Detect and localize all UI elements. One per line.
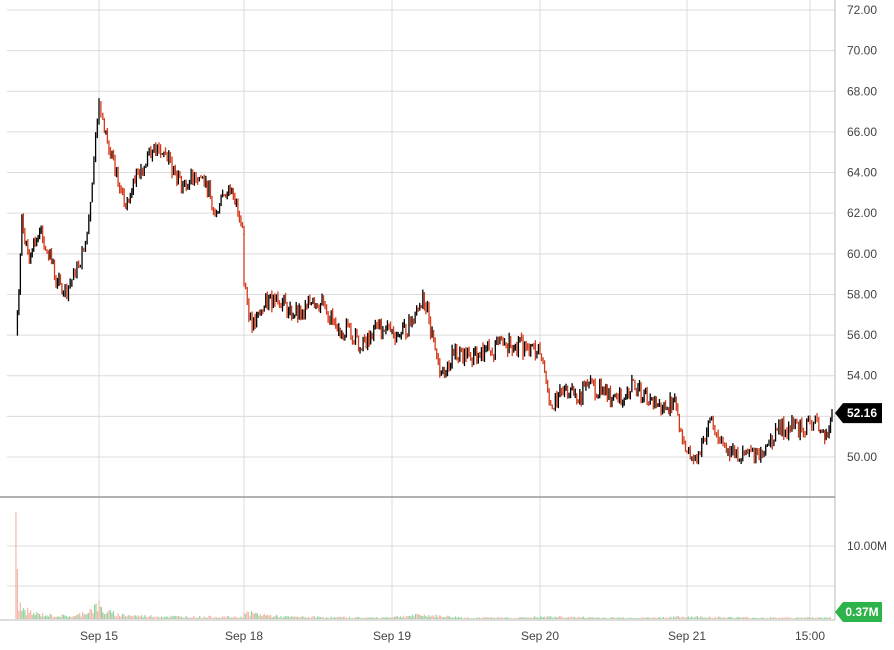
x-tick-label: Sep 19: [373, 629, 411, 643]
x-tick-label: Sep 21: [668, 629, 706, 643]
y-tick-label: 68.00: [847, 84, 877, 98]
last-price-badge: 52.16: [835, 403, 882, 424]
y-tick-label: 50.00: [847, 450, 877, 464]
volume-y-tick-label: 10.00M: [847, 539, 887, 553]
last-price-badge-shape: [835, 403, 882, 424]
last-volume-badge: 0.37M: [835, 602, 882, 622]
y-tick-label: 58.00: [847, 287, 877, 301]
x-tick-label: Sep 18: [225, 629, 263, 643]
last-volume-label: 0.37M: [845, 605, 878, 619]
price-series: [16, 98, 833, 465]
x-tick-label: Sep 20: [521, 629, 559, 643]
y-tick-label: 56.00: [847, 328, 877, 342]
y-tick-label: 54.00: [847, 369, 877, 383]
grid: [7, 0, 835, 620]
y-tick-label: 70.00: [847, 44, 877, 58]
value-badges: 52.16 0.37M: [835, 403, 882, 622]
y-tick-label: 66.00: [847, 125, 877, 139]
y-tick-label: 62.00: [847, 206, 877, 220]
y-tick-label: 64.00: [847, 166, 877, 180]
last-price-label: 52.16: [847, 406, 877, 420]
y-tick-label: 60.00: [847, 247, 877, 261]
x-tick-label: Sep 15: [80, 629, 118, 643]
last-volume-badge-shape: [835, 602, 882, 622]
volume-bars: [15, 512, 832, 619]
y-tick-label: 72.00: [847, 3, 877, 17]
x-tick-label: 15:00: [795, 629, 825, 643]
